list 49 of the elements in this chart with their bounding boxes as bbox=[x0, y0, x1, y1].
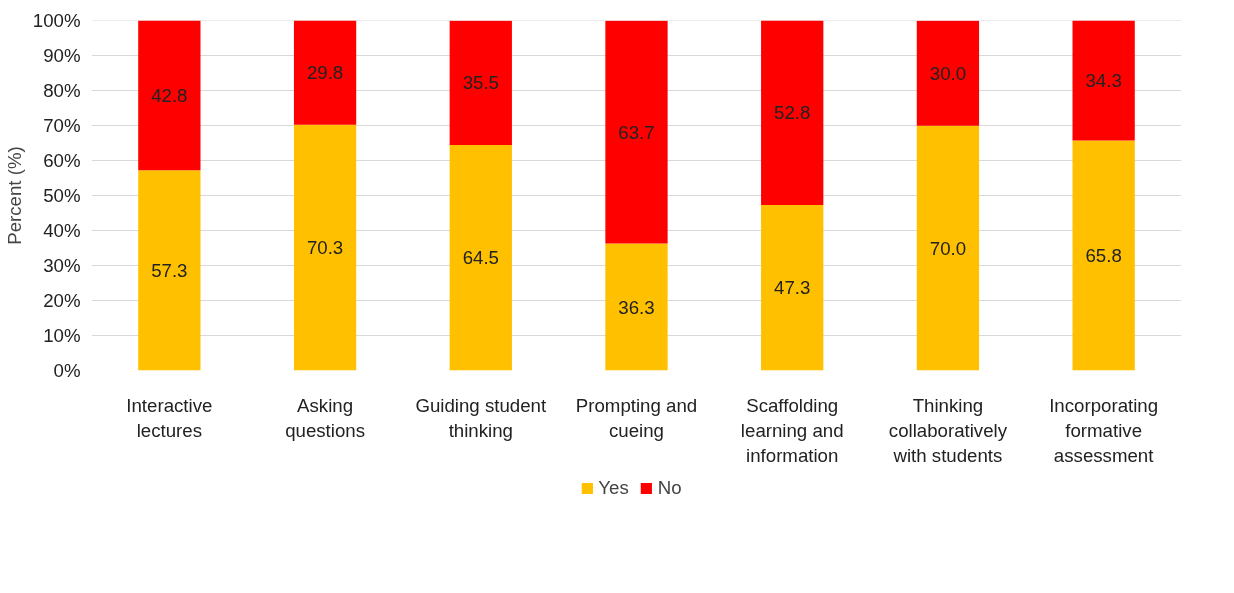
data-label: 30.0 bbox=[929, 62, 967, 84]
y-tick-label: 60% bbox=[43, 150, 81, 172]
bar bbox=[138, 20, 201, 171]
y-tick-label: 30% bbox=[43, 255, 81, 277]
data-label: 47.3 bbox=[774, 277, 811, 299]
bar bbox=[293, 124, 357, 371]
y-tick-label: 0% bbox=[53, 360, 81, 381]
legend-label: No bbox=[657, 477, 682, 499]
bar bbox=[138, 170, 201, 371]
x-tick-label: Thinking collaboratively with students bbox=[888, 394, 1008, 466]
bar bbox=[916, 125, 980, 371]
data-label: 63.7 bbox=[618, 121, 655, 143]
data-label: 29.8 bbox=[306, 62, 344, 84]
y-tick-label: 90% bbox=[43, 45, 81, 67]
bar bbox=[605, 20, 668, 244]
bar bbox=[605, 243, 668, 371]
x-tick-label: Guiding student thinking bbox=[415, 394, 547, 441]
y-tick-label: 40% bbox=[43, 220, 81, 242]
bar bbox=[449, 20, 512, 145]
x-tick-label: Prompting and cueing bbox=[575, 394, 698, 441]
bar bbox=[449, 144, 512, 371]
y-tick-label: 10% bbox=[43, 325, 81, 347]
legend-label: Yes bbox=[598, 477, 629, 499]
data-label: 57.3 bbox=[151, 259, 188, 281]
bar bbox=[293, 20, 357, 125]
data-label: 64.5 bbox=[462, 247, 499, 269]
bar bbox=[916, 20, 980, 126]
y-tick-label: 20% bbox=[43, 290, 81, 312]
y-tick-label: 80% bbox=[43, 80, 81, 102]
x-tick-label: Interactive lectures bbox=[126, 394, 213, 441]
bar bbox=[761, 205, 824, 371]
data-label: 42.8 bbox=[151, 84, 188, 106]
y-tick-label: 70% bbox=[43, 115, 81, 137]
bar bbox=[1072, 20, 1135, 141]
data-label: 70.0 bbox=[929, 237, 967, 259]
x-tick-label: Scaffolding learning and information bbox=[740, 394, 844, 466]
x-tick-label: Asking questions bbox=[285, 394, 366, 441]
x-tick-label: Incorporating formative assessment bbox=[1049, 394, 1159, 466]
data-label: 70.3 bbox=[306, 237, 344, 259]
y-tick-label: 50% bbox=[43, 185, 81, 207]
bar bbox=[1072, 140, 1135, 371]
y-tick-label: 100% bbox=[32, 10, 81, 32]
data-label: 65.8 bbox=[1085, 244, 1122, 266]
data-label: 36.3 bbox=[618, 296, 655, 318]
data-label: 52.8 bbox=[774, 102, 811, 124]
data-label: 35.5 bbox=[462, 72, 499, 94]
data-label: 34.3 bbox=[1085, 69, 1122, 91]
bar bbox=[761, 20, 824, 206]
y-axis-title: Percent (%) bbox=[3, 146, 25, 245]
